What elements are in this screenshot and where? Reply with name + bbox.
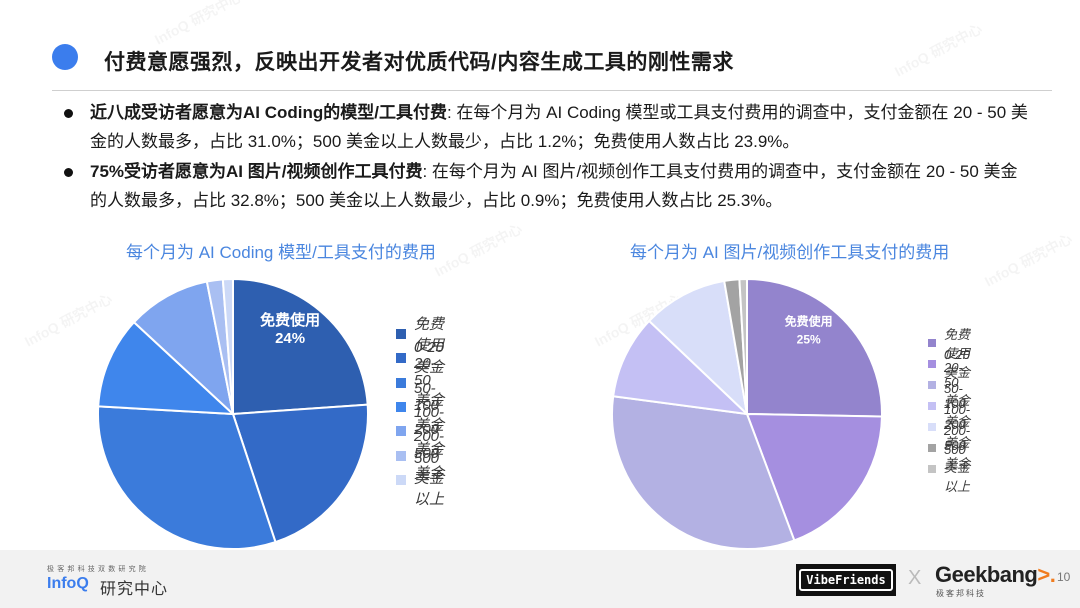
legend-label: 200-500美金	[944, 423, 971, 471]
pie-slice	[132, 280, 235, 417]
geekbang-logo: Geekbang>.	[935, 562, 1056, 587]
bullet-list: 近八成受访者愿意为AI Coding的模型/工具付费: 在每个月为 AI Cod…	[62, 98, 1032, 216]
slice-data-label: 免费使用	[260, 311, 320, 329]
bullet-heading: 75%受访者愿意为AI 图片/视频创作工具付费	[90, 162, 423, 181]
geekbang-subtitle: 极客邦科技	[936, 589, 986, 598]
section-logo-icon	[52, 44, 86, 78]
pie-graphic: 免费使用 25%	[611, 277, 883, 550]
legend-label: 0-20美金	[414, 339, 445, 377]
legend-label: 200-500美金	[414, 428, 445, 483]
chart-legend: 免费使用 0-20美金 20-50美金 50-100美金 100-200美金 200-50…	[928, 327, 970, 494]
pie-slice	[97, 320, 236, 416]
legend-item: 20-50美金	[928, 360, 970, 408]
pie-slice	[746, 277, 883, 418]
watermark: InfoQ 研究中心	[431, 219, 526, 282]
collaboration-x-icon: X	[908, 567, 922, 589]
chart-title: 每个月为 AI 图片/视频创作工具支付的费用	[630, 243, 950, 262]
legend-label: 20-50美金	[944, 360, 971, 408]
legend-swatch-icon	[396, 426, 406, 437]
infoq-research-center-label: 研究中心	[100, 581, 169, 598]
legend-label: 50-100美金	[944, 381, 971, 429]
legend-label: 500美金以上	[944, 442, 971, 494]
legend-swatch-icon	[928, 338, 936, 347]
legend-swatch-icon	[396, 402, 406, 413]
watermark: InfoQ 研究中心	[151, 0, 246, 49]
legend-swatch-icon	[396, 353, 406, 364]
chart-legend: 免费使用 0-20美金 20-50美金 50-100美金 100-200美金 200-50…	[396, 316, 444, 508]
bullet-dot-icon	[64, 168, 73, 177]
legend-swatch-icon	[928, 443, 936, 452]
bullet-body: : 在每个月为 AI 图片/视频创作工具支付费用的调查中，支付金额在 20 - …	[90, 162, 1018, 210]
vibefriends-logo: VibeFriends	[796, 564, 896, 596]
bullet-item: 75%受访者愿意为AI 图片/视频创作工具付费: 在每个月为 AI 图片/视频创…	[62, 157, 1032, 215]
legend-item: 0-20美金	[396, 339, 444, 376]
pie-slice	[738, 277, 748, 415]
legend-swatch-icon	[928, 464, 936, 473]
legend-item: 免费使用	[928, 327, 970, 361]
slice-data-label: 24%	[275, 330, 305, 347]
infoq-subtitle: 极客邦科技双数研究院	[47, 566, 149, 573]
slice-data-label: 免费使用	[785, 313, 833, 328]
legend-label: 0-20美金	[944, 346, 971, 380]
pie-slice	[611, 395, 796, 550]
legend-swatch-icon	[396, 474, 406, 485]
pie-slice	[612, 319, 750, 416]
legend-item: 100-200美金	[396, 404, 444, 458]
bullet-dot-icon	[64, 109, 73, 118]
pie-slice	[97, 405, 277, 550]
legend-item: 200-500美金	[396, 428, 444, 482]
legend-item: 200-500美金	[928, 423, 970, 471]
legend-swatch-icon	[396, 377, 406, 388]
page-title: 付费意愿强烈，反映出开发者对优质代码/内容生成工具的刚性需求	[104, 51, 734, 74]
pie-slice	[647, 279, 749, 417]
legend-label: 20-50美金	[414, 355, 445, 410]
legend-item: 0-20美金	[928, 347, 970, 380]
legend-label: 免费使用	[944, 326, 971, 361]
title-divider	[52, 90, 1052, 91]
pie-slice	[745, 412, 883, 542]
legend-swatch-icon	[928, 380, 936, 389]
legend-label: 免费使用	[414, 316, 445, 355]
infoq-logo: InfoQ	[47, 575, 89, 592]
bullet-heading: 近八成受访者愿意为AI Coding的模型/工具付费	[90, 103, 447, 122]
legend-label: 50-100美金	[414, 379, 445, 434]
pie-slice	[232, 277, 369, 416]
legend-swatch-icon	[396, 450, 406, 461]
bullet-item: 近八成受访者愿意为AI Coding的模型/工具付费: 在每个月为 AI Cod…	[62, 98, 1032, 156]
legend-swatch-icon	[928, 359, 936, 368]
footer: 极客邦科技双数研究院 InfoQ 研究中心 VibeFriends X Geek…	[0, 550, 1080, 608]
legend-label: 500美金以上	[414, 450, 445, 509]
bullet-body: : 在每个月为 AI Coding 模型或工具支付费用的调查中，支付金额在 20…	[90, 103, 1028, 151]
pie-slice	[231, 403, 369, 544]
slice-data-label: 25%	[797, 332, 821, 346]
legend-item: 50-100美金	[928, 381, 970, 429]
legend-swatch-icon	[928, 401, 936, 410]
legend-item: 50-100美金	[396, 380, 444, 434]
legend-item: 100-200美金	[928, 402, 970, 450]
page-number: 10	[1057, 570, 1071, 584]
legend-item: 免费使用	[396, 316, 444, 354]
legend-swatch-icon	[396, 329, 406, 340]
watermark: InfoQ 研究中心	[891, 19, 986, 82]
watermark: InfoQ 研究中心	[981, 229, 1076, 292]
pie-slice	[221, 277, 234, 415]
legend-item: 500美金以上	[396, 450, 444, 508]
legend-item: 20-50美金	[396, 355, 444, 409]
blue-dot-icon	[52, 44, 78, 70]
chart-title: 每个月为 AI Coding 模型/工具支付的费用	[126, 243, 436, 262]
legend-item: 500美金以上	[928, 442, 970, 494]
legend-label: 100-200美金	[944, 402, 971, 450]
legend-label: 100-200美金	[414, 403, 445, 458]
legend-swatch-icon	[928, 422, 936, 431]
